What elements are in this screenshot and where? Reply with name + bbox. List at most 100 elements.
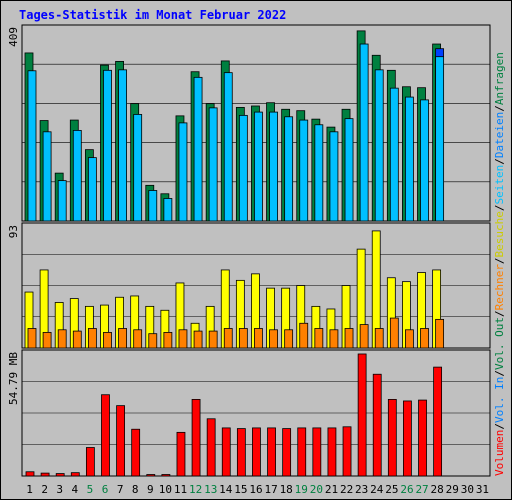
x-tick-label-day-30: 30: [461, 483, 474, 496]
bar-seiten-day-8: [133, 114, 143, 222]
bar-volumen-day-25: [387, 399, 397, 477]
x-tick-label-day-17: 17: [264, 483, 277, 496]
bar-rechner-day-12: [193, 330, 203, 349]
legend-separator: /: [493, 310, 506, 317]
bar-rechner-day-14: [223, 328, 233, 349]
x-tick-label-day-13: 13: [204, 483, 217, 496]
bar-volumen-day-26: [403, 400, 412, 477]
bar-volumen-day-10: [161, 474, 171, 477]
bar-seiten-day-14: [223, 72, 233, 222]
bar-seiten-day-13: [208, 107, 218, 222]
bar-seiten-day-19: [299, 119, 309, 222]
bar-seiten-day-17: [269, 111, 278, 222]
x-tick-label-day-7: 7: [117, 483, 124, 496]
legend-item-rechner: Rechner: [493, 264, 506, 311]
bar-seiten-day-23: [359, 43, 369, 222]
bar-rechner-day-11: [178, 329, 188, 349]
bar-rechner-day-26: [405, 329, 414, 349]
legend-item-anfragen: Anfragen: [493, 52, 506, 105]
x-tick-label-day-26: 26: [400, 483, 413, 496]
bar-volumen-day-14: [221, 427, 231, 477]
x-tick-label-day-22: 22: [340, 483, 353, 496]
bar-seiten-day-24: [374, 69, 384, 222]
bar-seiten-day-16: [254, 111, 263, 222]
bar-rechner-day-25: [389, 317, 399, 349]
bar-rechner-day-7: [118, 328, 127, 349]
legend-item-vol-out: Vol. Out: [493, 317, 506, 370]
bar-volumen-day-17: [267, 427, 276, 477]
bar-rechner-day-8: [133, 329, 143, 349]
x-tick-label-day-9: 9: [147, 483, 154, 496]
bar-volumen-day-3: [55, 473, 65, 477]
x-tick-label-day-2: 2: [41, 483, 48, 496]
bar-rechner-day-16: [254, 328, 263, 349]
bar-volumen-day-13: [206, 418, 216, 477]
bar-seiten-day-11: [178, 122, 188, 222]
bar-rechner-day-21: [329, 329, 339, 349]
bar-rechner-day-17: [269, 329, 278, 349]
x-tick-label-day-21: 21: [325, 483, 338, 496]
bar-seiten-day-21: [329, 131, 339, 222]
bar-seiten-day-6: [103, 69, 112, 222]
bar-seiten-day-18: [284, 116, 294, 222]
bar-rechner-day-18: [284, 329, 294, 349]
legend-item-seiten: Seiten: [493, 165, 506, 205]
bar-volumen-day-18: [282, 428, 292, 477]
bar-seiten-day-5: [87, 157, 97, 222]
x-tick-label-day-20: 20: [310, 483, 323, 496]
chart-title: Tages-Statistik im Monat Februar 2022: [19, 8, 287, 22]
bar-volumen-day-21: [327, 427, 337, 477]
x-tick-label-day-18: 18: [280, 483, 293, 496]
bar-volumen-day-1: [25, 471, 35, 477]
bar-seiten-day-12: [193, 76, 203, 222]
x-tick-label-day-5: 5: [87, 483, 94, 496]
bar-volumen-day-20: [312, 427, 322, 477]
bar-volumen-day-28: [433, 366, 443, 477]
x-tick-label-day-28: 28: [431, 483, 444, 496]
bar-seiten-day-25: [389, 87, 399, 222]
bar-rechner-day-23: [359, 324, 369, 349]
right-legend: Volumen/Vol. In/Vol. Out/Rechner/Besuche…: [493, 52, 506, 476]
bar-rechner-day-27: [420, 328, 429, 349]
x-tick-label-day-3: 3: [56, 483, 63, 496]
legend-separator: /: [493, 423, 506, 430]
bar-seiten-day-22: [344, 118, 354, 222]
bar-rechner-day-1: [27, 328, 37, 349]
bar-rechner-day-28: [435, 318, 445, 349]
bar-volumen-day-19: [297, 427, 307, 477]
bar-seiten-day-20: [314, 124, 324, 222]
x-tick-label-day-14: 14: [219, 483, 233, 496]
bar-volumen-day-2: [40, 472, 50, 477]
bar-seiten-day-10: [163, 198, 173, 222]
x-tick-label-day-19: 19: [295, 483, 308, 496]
panel-requests-ymax-label: 409: [7, 27, 20, 47]
bar-seiten-day-27: [420, 99, 429, 222]
panel-volume-ymax-label: 54.79 MB: [7, 352, 20, 405]
bar-volumen-day-24: [372, 373, 382, 477]
x-tick-label-day-10: 10: [159, 483, 172, 496]
legend-item-dateien: Dateien: [493, 112, 506, 158]
bar-rechner-day-5: [87, 328, 97, 349]
x-tick-label-day-23: 23: [355, 483, 368, 496]
x-tick-label-day-31: 31: [476, 483, 489, 496]
bar-seiten-day-28: [435, 56, 445, 222]
x-tick-label-day-29: 29: [446, 483, 459, 496]
bar-rechner-day-3: [57, 329, 67, 349]
legend-separator: /: [493, 105, 506, 112]
bar-seiten-day-7: [118, 69, 127, 222]
bar-volumen-day-7: [116, 405, 125, 477]
x-tick-label-day-27: 27: [415, 483, 428, 496]
bar-seiten-day-2: [42, 131, 52, 222]
bar-seiten-day-3: [57, 180, 67, 222]
x-tick-label-day-15: 15: [234, 483, 247, 496]
bar-rechner-day-2: [42, 331, 52, 349]
bar-volumen-day-15: [236, 428, 246, 477]
panel-visits-ymax-label: 93: [7, 225, 20, 238]
bar-seiten-day-9: [148, 190, 158, 222]
bar-volumen-day-9: [146, 474, 156, 477]
bar-volumen-day-5: [85, 447, 95, 477]
x-tick-label-day-11: 11: [174, 483, 187, 496]
x-tick-label-day-8: 8: [132, 483, 139, 496]
legend-separator: /: [493, 204, 506, 211]
